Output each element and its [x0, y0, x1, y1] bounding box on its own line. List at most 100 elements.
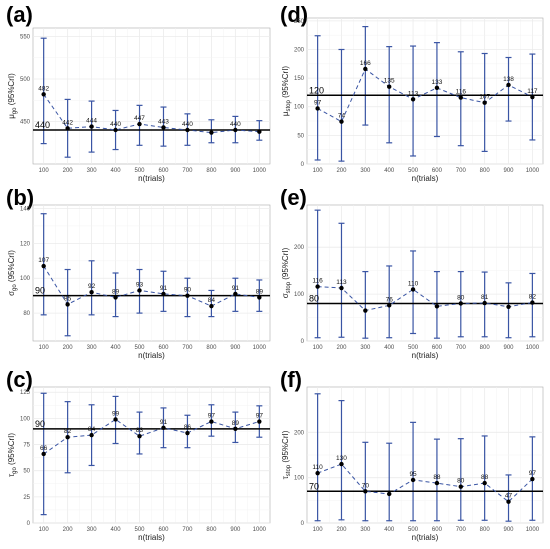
x-tick-label: 100	[39, 168, 50, 174]
data-point	[482, 100, 487, 105]
x-tick-label: 600	[158, 168, 169, 174]
data-point	[89, 124, 94, 129]
x-tick-label: 200	[63, 345, 74, 351]
x-tick-label: 700	[182, 527, 193, 533]
x-tick-label: 900	[504, 168, 515, 174]
data-label: 74	[338, 113, 346, 120]
data-point	[387, 491, 392, 497]
series-line	[43, 94, 260, 134]
data-point	[257, 295, 262, 300]
panel-d: (d) 0 50 100 150 200 250 100 200 300 400 500 600 700 8…	[280, 2, 544, 183]
data-label: 440	[182, 121, 193, 128]
data-point	[434, 480, 440, 486]
data-point	[387, 303, 392, 308]
x-tick-label: 500	[135, 345, 146, 351]
x-tick-label: 1000	[526, 345, 540, 351]
x-tick-label: 900	[504, 527, 515, 533]
data-point	[387, 84, 392, 89]
x-tick-label: 500	[135, 527, 146, 533]
y-tick-label: 550	[20, 35, 31, 41]
series-line	[317, 286, 533, 312]
y-tick-label: 100	[20, 276, 31, 282]
data-label: 117	[527, 88, 538, 95]
x-tick-label: 100	[39, 345, 50, 351]
x-tick-label: 700	[182, 168, 193, 174]
x-tick-label: 700	[456, 527, 467, 533]
data-point	[339, 285, 344, 291]
series-line	[317, 68, 533, 123]
data-point	[315, 470, 320, 476]
data-point	[137, 121, 142, 127]
panel-letter: (b)	[6, 185, 34, 210]
reference-label: 440	[35, 120, 50, 130]
y-axis-title: τstop (95%CrI)	[281, 430, 292, 479]
data-point	[209, 303, 214, 309]
data-point	[65, 302, 70, 307]
data-label: 91	[232, 285, 240, 292]
y-tick-label: 500	[20, 77, 31, 83]
data-label: 138	[503, 76, 514, 83]
y-tick-label: 100	[294, 105, 305, 111]
x-axis-title: n(trials)	[412, 351, 439, 360]
x-tick-label: 1000	[253, 168, 267, 174]
reference-label: 70	[309, 481, 319, 491]
x-axis-title: n(trials)	[138, 351, 165, 360]
x-axis-title: n(trials)	[138, 174, 165, 183]
x-tick-label: 500	[135, 168, 146, 174]
data-label: 440	[230, 121, 241, 128]
x-tick-label: 600	[432, 168, 443, 174]
data-point	[137, 288, 142, 293]
x-tick-label: 800	[206, 527, 217, 533]
data-label: 76	[386, 296, 394, 303]
y-tick-label: 100	[20, 416, 31, 422]
x-tick-label: 1000	[253, 527, 267, 533]
data-point	[458, 301, 463, 306]
data-label: 89	[256, 288, 264, 295]
x-tick-label: 600	[158, 527, 169, 533]
data-point	[530, 476, 535, 482]
x-tick-label: 700	[456, 168, 467, 174]
y-tick-label: 25	[23, 495, 30, 501]
data-point	[530, 300, 535, 305]
x-axis-title: n(trials)	[138, 533, 165, 542]
reference-label: 90	[35, 419, 45, 429]
data-point	[482, 480, 487, 486]
data-point	[339, 461, 344, 467]
data-label: 113	[408, 90, 419, 97]
x-tick-label: 200	[63, 168, 74, 174]
y-tick-label: 50	[297, 133, 304, 139]
x-tick-label: 200	[336, 168, 347, 174]
x-tick-label: 1000	[526, 527, 540, 533]
y-tick-label: 0	[301, 521, 305, 527]
data-point	[233, 127, 238, 133]
data-label: 66	[40, 445, 48, 452]
data-label: 113	[336, 279, 347, 286]
x-tick-label: 400	[111, 527, 122, 533]
y-tick-label: 100	[294, 476, 305, 482]
error-bars	[314, 393, 536, 522]
x-tick-label: 100	[313, 345, 324, 351]
y-tick-label: 75	[23, 443, 30, 449]
x-tick-label: 500	[408, 168, 419, 174]
data-point	[137, 433, 142, 439]
data-label: 91	[160, 419, 168, 426]
data-point	[363, 489, 368, 494]
x-tick-label: 600	[432, 527, 443, 533]
x-tick-label: 900	[230, 168, 241, 174]
panel-letter: (a)	[6, 2, 33, 27]
x-tick-label: 800	[480, 345, 491, 351]
data-label: 97	[256, 413, 264, 420]
y-tick-label: 100	[294, 292, 305, 298]
data-point	[185, 127, 190, 133]
data-point	[41, 92, 46, 97]
x-tick-label: 300	[87, 345, 98, 351]
x-tick-label: 600	[158, 345, 169, 351]
data-label: 93	[136, 281, 144, 288]
x-tick-label: 400	[384, 168, 395, 174]
x-tick-label: 700	[456, 345, 467, 351]
data-label: 90	[184, 287, 192, 294]
data-point	[161, 291, 166, 297]
data-label: 95	[409, 471, 417, 478]
data-point	[185, 430, 190, 436]
x-tick-label: 1000	[253, 345, 267, 351]
